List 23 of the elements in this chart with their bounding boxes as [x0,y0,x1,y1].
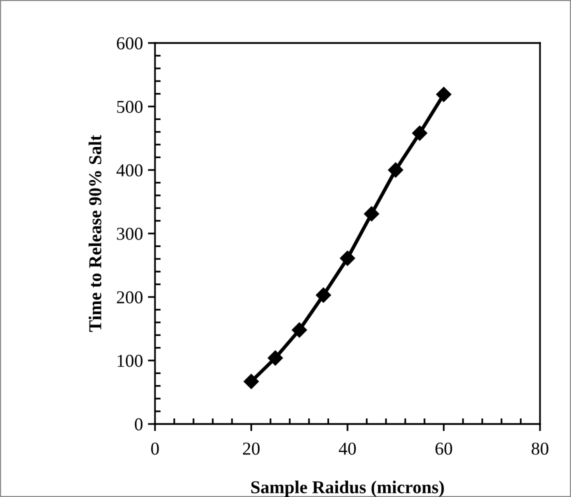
y-tick-label: 200 [116,291,143,304]
x-tick-label: 60 [436,442,452,455]
y-tick-label: 300 [116,228,143,240]
point [316,288,332,303]
y-tick-label: 500 [117,100,143,113]
point [292,322,307,338]
x-tick-label: 20 [243,442,260,455]
point [364,206,380,222]
y-tick-label: 600 [116,37,143,50]
point [340,250,356,266]
x-tick-label: 40 [338,442,356,455]
y-axis-title: Time to Release 90% Salt [88,134,102,332]
point [388,162,404,178]
point [244,374,259,390]
x-tick-label: 0 [151,442,159,455]
point [412,126,428,141]
y-tick-label: 100 [118,354,143,367]
x-tick-label: 80 [532,442,548,455]
point [268,350,283,366]
y-tick-label: 400 [116,164,143,176]
x-axis-title: Sample Raidus (microns) [251,480,444,497]
point [436,86,452,102]
y-tick-label: 0 [134,418,143,430]
